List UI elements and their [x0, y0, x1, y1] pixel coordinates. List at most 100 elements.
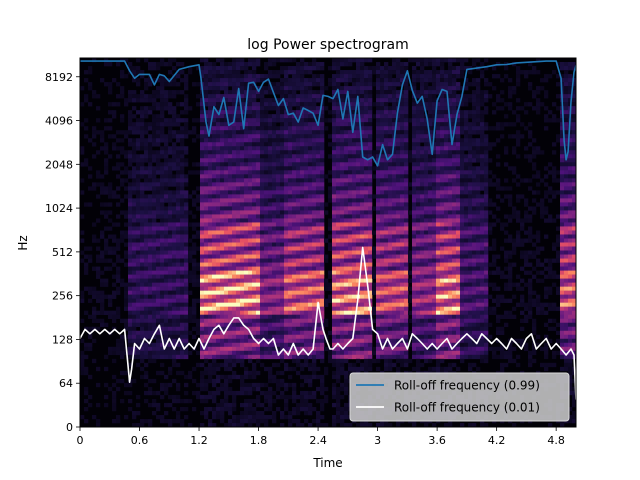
spectrogram-cell: [144, 122, 149, 127]
spectrogram-cell: [140, 242, 145, 247]
spectrogram-cell: [112, 406, 117, 412]
spectrogram-cell: [236, 66, 241, 71]
spectrogram-cell: [304, 134, 309, 139]
spectrogram-cell: [220, 270, 225, 275]
spectrogram-cell: [188, 422, 193, 427]
spectrogram-cell: [356, 206, 361, 211]
spectrogram-cell: [208, 86, 213, 91]
spectrogram-cell: [256, 226, 261, 231]
spectrogram-cell: [364, 362, 369, 368]
spectrogram-cell: [144, 398, 149, 404]
spectrogram-cell: [304, 130, 309, 135]
spectrogram-cell: [84, 162, 89, 167]
spectrogram-cell: [364, 66, 369, 71]
spectrogram-cell: [344, 294, 349, 299]
spectrogram-cell: [192, 170, 197, 175]
spectrogram-cell: [140, 282, 145, 287]
spectrogram-cell: [220, 74, 225, 79]
spectrogram-cell: [228, 106, 233, 111]
spectrogram-cell: [136, 402, 141, 408]
spectrogram-cell: [228, 118, 233, 123]
spectrogram-cell: [272, 238, 277, 243]
spectrogram-cell: [248, 342, 253, 348]
spectrogram-cell: [300, 166, 305, 171]
spectrogram-cell: [216, 302, 221, 307]
spectrogram-cell: [288, 410, 293, 416]
spectrogram-cell: [204, 202, 209, 207]
spectrogram-cell: [228, 410, 233, 416]
spectrogram-cell: [204, 130, 209, 135]
spectrogram-cell: [116, 186, 121, 191]
spectrogram-cell: [108, 218, 113, 223]
spectrogram-cell: [124, 298, 129, 303]
spectrogram-cell: [268, 86, 273, 91]
spectrogram-cell: [268, 406, 273, 412]
spectrogram-cell: [264, 102, 269, 107]
spectrogram-cell: [164, 154, 169, 159]
spectrogram-cell: [244, 202, 249, 207]
spectrogram-cell: [304, 406, 309, 412]
spectrogram-cell: [344, 266, 349, 271]
spectrogram-cell: [84, 286, 89, 291]
spectrogram-cell: [360, 182, 365, 187]
spectrogram-cell: [228, 210, 233, 215]
spectrogram-cell: [184, 218, 189, 223]
spectrogram-cell: [84, 98, 89, 103]
spectrogram-cell: [124, 194, 129, 199]
spectrogram-cell: [244, 286, 249, 291]
spectrogram-cell: [208, 322, 213, 328]
spectrogram-cell: [284, 174, 289, 179]
spectrogram-cell: [288, 242, 293, 247]
spectrogram-cell: [100, 310, 105, 315]
spectrogram-cell: [284, 130, 289, 135]
spectrogram-cell: [336, 370, 341, 376]
spectrogram-cell: [216, 78, 221, 83]
spectrogram-cell: [340, 122, 345, 127]
spectrogram-cell: [360, 94, 365, 99]
spectrogram-cell: [212, 218, 217, 223]
spectrogram-cell: [264, 146, 269, 151]
spectrogram-cell: [144, 146, 149, 151]
spectrogram-cell: [300, 186, 305, 191]
spectrogram-cell: [108, 250, 113, 255]
spectrogram-cell: [308, 282, 313, 287]
spectrogram-cell: [248, 98, 253, 103]
spectrogram-cell: [320, 106, 325, 111]
spectrogram-cell: [136, 138, 141, 143]
spectrogram-cell: [288, 270, 293, 275]
spectrogram-cell: [216, 410, 221, 416]
spectrogram-cell: [180, 418, 185, 424]
spectrogram-cell: [152, 122, 157, 127]
spectrogram-cell: [280, 134, 285, 139]
spectrogram-cell: [124, 250, 129, 255]
spectrogram-cell: [364, 194, 369, 199]
spectrogram-cell: [320, 258, 325, 263]
spectrogram-cell: [244, 186, 249, 191]
spectrogram-cell: [336, 346, 341, 352]
spectrogram-cell: [264, 366, 269, 372]
spectrogram-cell: [248, 374, 253, 380]
spectrogram-cell: [304, 178, 309, 183]
spectrogram-cell: [112, 358, 117, 364]
spectrogram-cell: [100, 270, 105, 275]
spectrogram-cell: [200, 326, 205, 332]
spectrogram-cell: [228, 138, 233, 143]
spectrogram-cell: [200, 198, 205, 203]
spectrogram-cell: [364, 118, 369, 123]
spectrogram-cell: [284, 74, 289, 79]
spectrogram-cell: [320, 214, 325, 219]
spectrogram-cell: [260, 86, 265, 91]
spectrogram-cell: [140, 290, 145, 295]
spectrogram-cell: [228, 98, 233, 103]
spectrogram-cell: [192, 138, 197, 143]
spectrogram-cell: [152, 354, 157, 360]
spectrogram-cell: [300, 398, 305, 404]
spectrogram-cell: [300, 374, 305, 380]
spectrogram-cell: [240, 190, 245, 195]
spectrogram-cell: [312, 150, 317, 155]
spectrogram-cell: [360, 74, 365, 79]
spectrogram-cell: [320, 302, 325, 307]
spectrogram-cell: [288, 182, 293, 187]
spectrogram-cell: [304, 390, 309, 396]
spectrogram-cell: [360, 218, 365, 223]
